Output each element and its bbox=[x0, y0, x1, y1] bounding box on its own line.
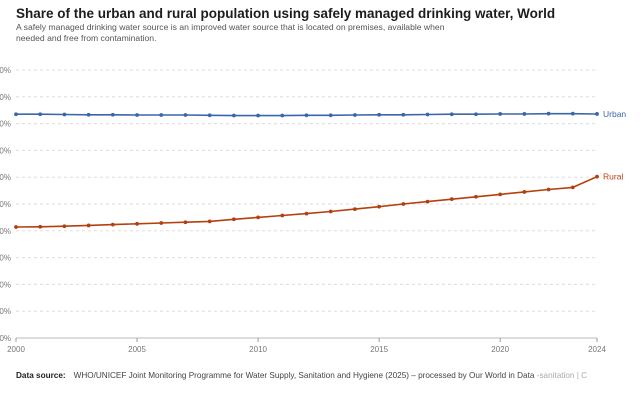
data-point-rural bbox=[231, 217, 236, 222]
y-tick-label: 20% bbox=[0, 280, 11, 289]
data-point-rural bbox=[546, 187, 551, 192]
data-point-urban bbox=[256, 113, 260, 118]
series-layer: Urban Rural bbox=[14, 109, 626, 229]
data-point-urban bbox=[159, 113, 164, 117]
data-source-footer: Data source: WHO/UNICEF Joint Monitoring … bbox=[16, 371, 640, 380]
data-point-urban bbox=[546, 111, 551, 116]
data-point-urban bbox=[110, 112, 115, 117]
series-line-rural bbox=[15, 175, 598, 228]
data-point-urban bbox=[280, 113, 285, 118]
data-point-rural bbox=[110, 222, 115, 227]
x-tick-label: 2024 bbox=[588, 345, 606, 354]
data-point-urban bbox=[425, 112, 430, 117]
x-tick-label: 2020 bbox=[491, 345, 509, 354]
data-point-rural bbox=[38, 224, 43, 229]
chart-title: Share of the urban and rural population … bbox=[16, 6, 556, 21]
data-point-urban bbox=[207, 113, 212, 118]
y-tick-label: 60% bbox=[0, 173, 11, 182]
data-point-rural bbox=[14, 225, 18, 229]
data-point-rural bbox=[207, 219, 212, 224]
data-point-rural bbox=[498, 192, 503, 197]
data-point-urban bbox=[595, 112, 599, 116]
data-point-rural bbox=[159, 221, 164, 225]
y-tick-label: 70% bbox=[0, 146, 11, 155]
y-tick-label: 10% bbox=[0, 307, 11, 316]
data-point-rural bbox=[353, 207, 357, 211]
data-point-urban bbox=[38, 112, 43, 117]
y-tick-label: 40% bbox=[0, 227, 11, 236]
y-tick-label: 0% bbox=[0, 334, 11, 343]
data-point-urban bbox=[449, 112, 454, 117]
chart-subtitle: A safely managed drinking water source i… bbox=[16, 22, 445, 43]
grid-layer bbox=[16, 69, 597, 339]
y-tick-label: 50% bbox=[0, 200, 11, 209]
data-source-text[interactable]: WHO/UNICEF Joint Monitoring Programme fo… bbox=[73, 371, 535, 380]
x-tick-label: 2005 bbox=[128, 345, 146, 354]
data-point-rural bbox=[183, 220, 188, 225]
data-point-rural bbox=[595, 174, 599, 179]
data-point-rural bbox=[86, 223, 91, 228]
data-point-urban bbox=[86, 112, 91, 117]
data-point-rural bbox=[256, 215, 260, 220]
y-tick-label: 90% bbox=[0, 93, 11, 102]
data-point-urban bbox=[14, 112, 18, 117]
data-point-urban bbox=[498, 112, 503, 116]
data-point-rural bbox=[280, 213, 285, 218]
data-point-urban bbox=[474, 112, 478, 117]
data-point-urban bbox=[304, 113, 309, 118]
data-point-rural bbox=[135, 221, 139, 226]
data-point-rural bbox=[328, 209, 333, 214]
data-point-urban bbox=[183, 113, 188, 117]
y-tick-label: 80% bbox=[0, 120, 11, 129]
data-point-rural bbox=[62, 224, 67, 229]
x-tick-label: 2015 bbox=[370, 345, 388, 354]
data-point-urban bbox=[377, 112, 382, 117]
data-point-rural bbox=[570, 185, 575, 190]
data-point-rural bbox=[449, 197, 454, 202]
y-tick-label: 100% bbox=[0, 66, 11, 75]
data-point-rural bbox=[401, 202, 406, 206]
data-point-rural bbox=[377, 204, 382, 209]
series-label-rural: Rural bbox=[603, 172, 623, 182]
data-point-urban bbox=[353, 113, 357, 117]
series-label-urban: Urban bbox=[603, 109, 626, 119]
data-point-rural bbox=[425, 199, 430, 204]
x-tick-label: 2010 bbox=[249, 345, 267, 354]
data-source-overflow: -sanitation | C bbox=[534, 371, 588, 380]
axis-layer: 0% 10% 20% 30% 40% 50% 60% 70% 80% 90% 100% 2000 200… bbox=[0, 66, 606, 354]
data-source-label: Data source: bbox=[16, 371, 66, 380]
data-point-urban bbox=[328, 113, 333, 118]
data-point-urban bbox=[522, 112, 527, 116]
data-point-rural bbox=[474, 194, 478, 199]
data-point-rural bbox=[522, 190, 527, 194]
y-tick-label: 30% bbox=[0, 254, 11, 263]
data-point-urban bbox=[62, 112, 67, 117]
data-point-rural bbox=[304, 211, 309, 216]
data-point-urban bbox=[135, 113, 139, 117]
x-tick-label: 2000 bbox=[7, 345, 25, 354]
data-point-urban bbox=[401, 112, 406, 117]
data-point-urban bbox=[570, 111, 575, 116]
data-point-urban bbox=[231, 113, 236, 118]
